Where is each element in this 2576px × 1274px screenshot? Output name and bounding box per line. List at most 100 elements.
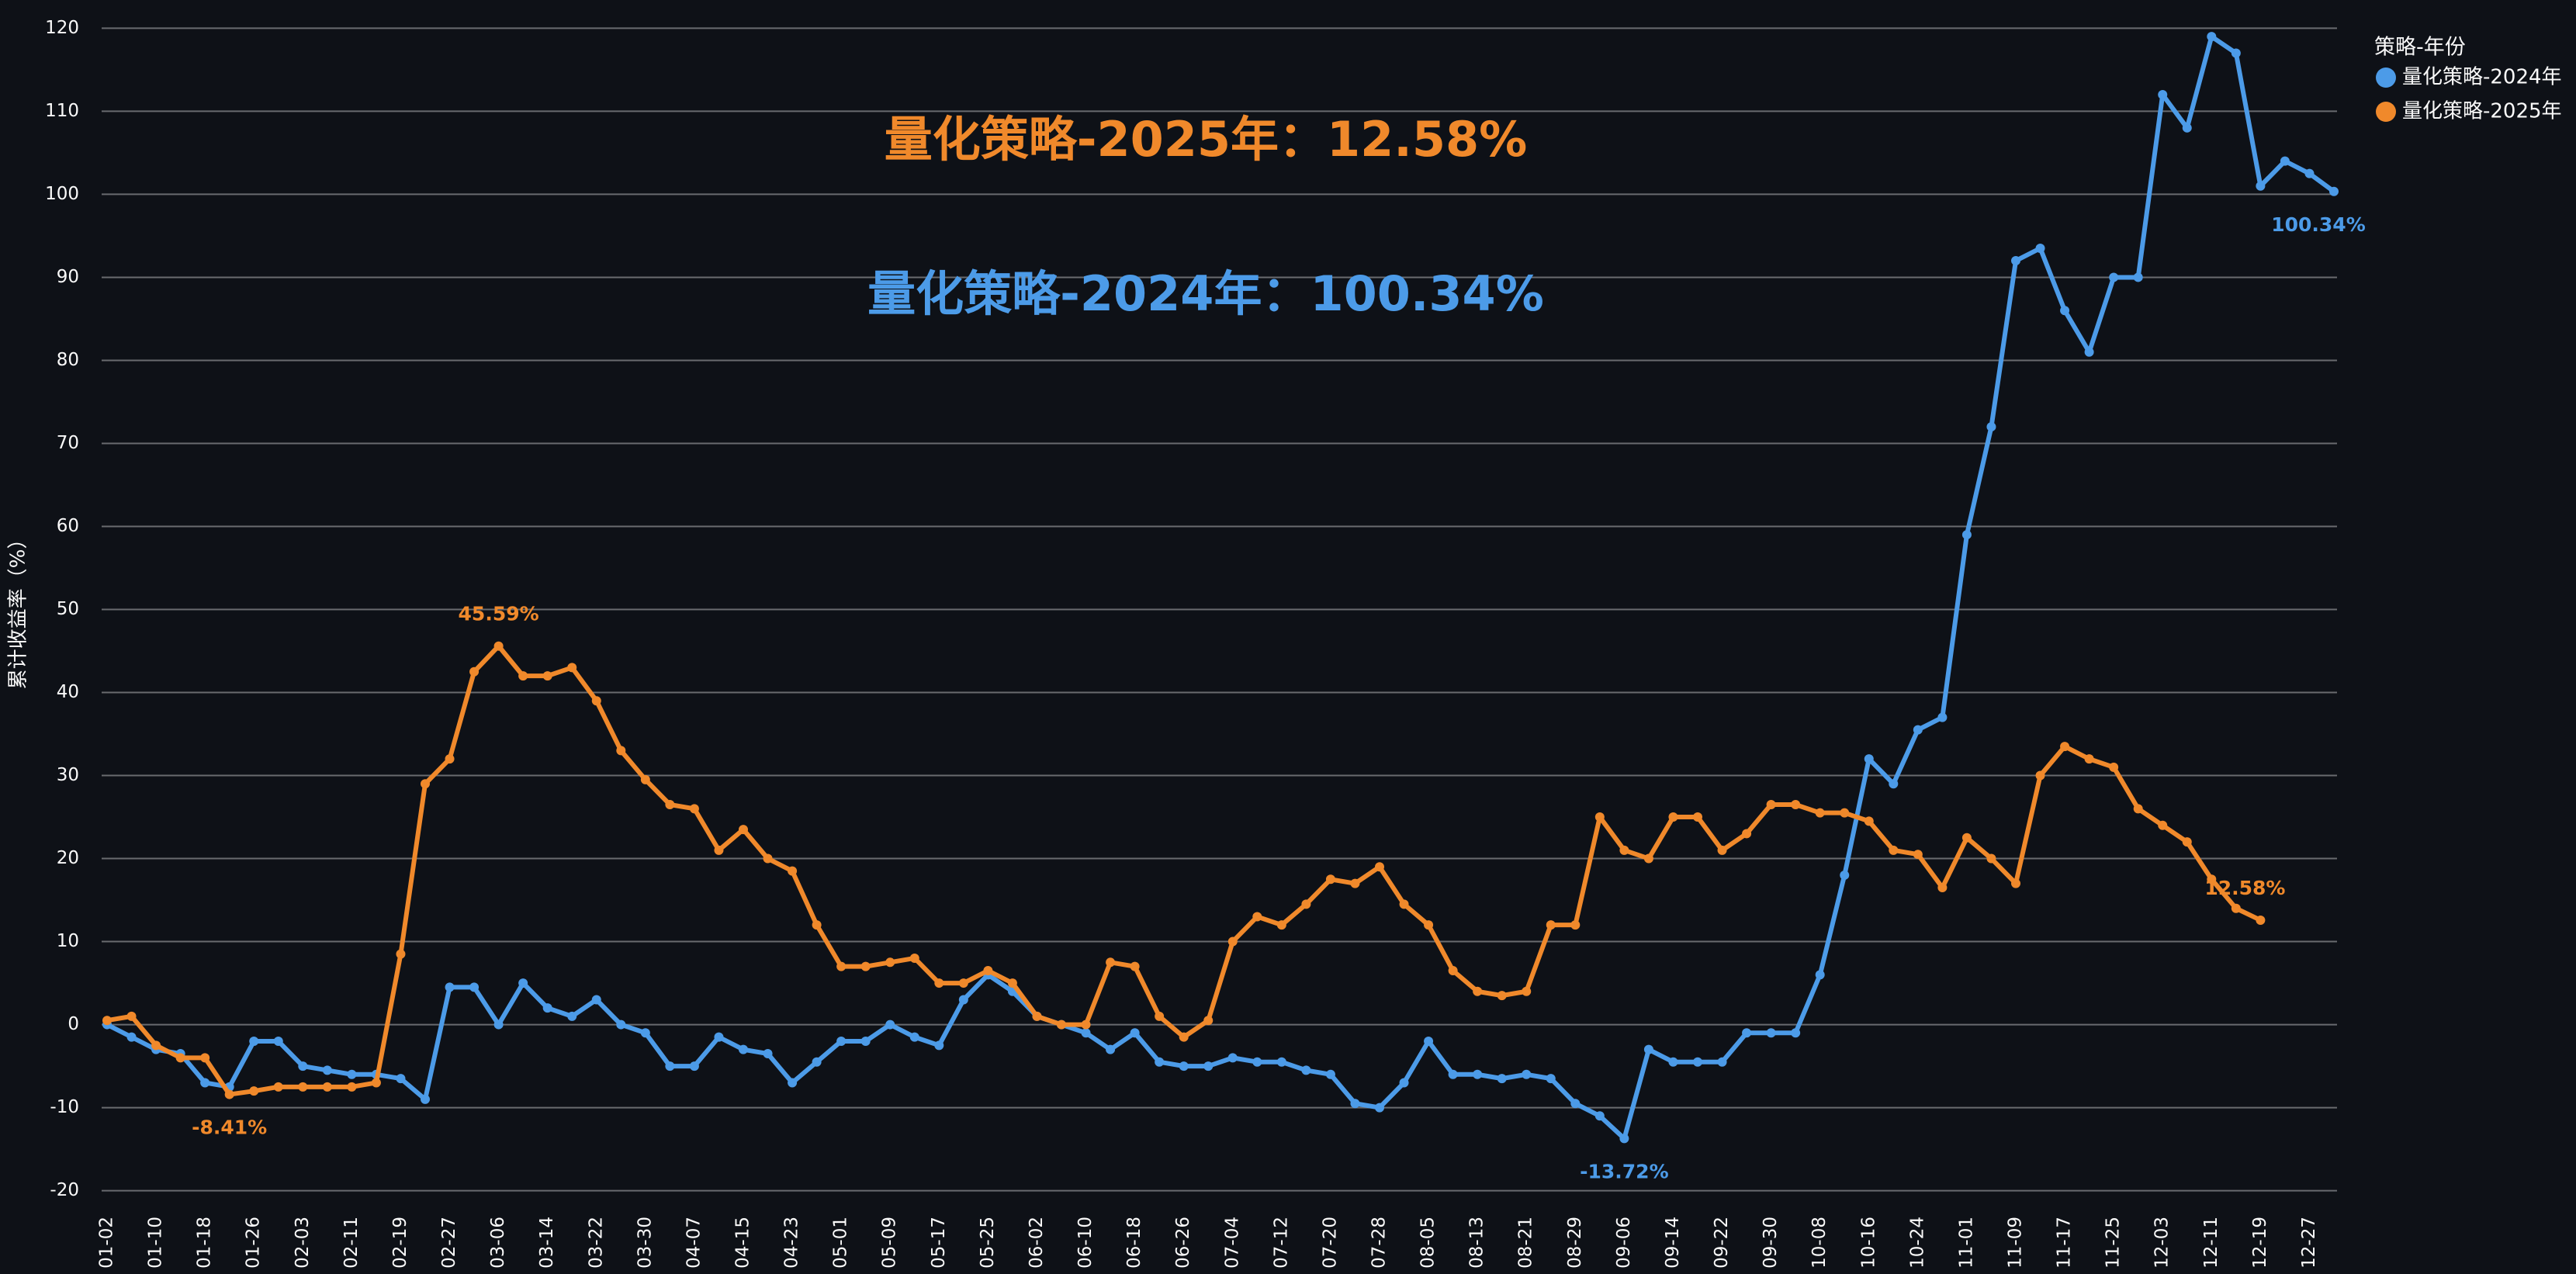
- data-point: [1473, 986, 1483, 996]
- x-tick-label: 01-10: [146, 1217, 166, 1269]
- data-point: [445, 754, 455, 764]
- data-point: [1643, 853, 1653, 864]
- data-point: [102, 1016, 112, 1026]
- data-point: [1424, 1036, 1434, 1046]
- data-point: [2060, 306, 2070, 316]
- data-point: [1399, 899, 1409, 909]
- data-point: [1155, 1057, 1165, 1067]
- data-point: [1350, 1099, 1360, 1109]
- data-point: [788, 866, 798, 876]
- data-point: [2060, 742, 2070, 752]
- x-tick-label: 05-01: [831, 1217, 851, 1269]
- data-point: [763, 853, 773, 864]
- data-point: [421, 779, 430, 789]
- data-point: [812, 1057, 822, 1067]
- data-point: [1106, 1044, 1116, 1054]
- data-point: [542, 671, 552, 681]
- data-point: [958, 995, 968, 1005]
- data-point: [298, 1082, 308, 1092]
- data-point: [347, 1069, 357, 1079]
- data-point: [2084, 347, 2094, 357]
- data-point: [2231, 903, 2241, 913]
- data-point: [885, 957, 895, 968]
- data-point: [2207, 874, 2217, 885]
- data-point: [1594, 1111, 1605, 1121]
- data-point: [1619, 845, 1629, 855]
- data-label: -8.41%: [192, 1116, 267, 1139]
- data-point: [347, 1082, 357, 1092]
- data-point: [1106, 957, 1116, 968]
- x-tick-label: 10-16: [1858, 1217, 1878, 1269]
- data-point: [1424, 920, 1434, 930]
- data-point: [1986, 853, 1996, 864]
- data-point: [909, 953, 919, 963]
- data-point: [1815, 808, 1825, 818]
- data-point: [2084, 754, 2094, 764]
- data-point: [1840, 870, 1850, 880]
- data-point: [2207, 32, 2217, 42]
- data-point: [640, 1028, 650, 1038]
- data-point: [1986, 422, 1996, 432]
- data-point: [371, 1078, 381, 1088]
- data-point: [788, 1078, 798, 1088]
- data-point: [1668, 812, 1678, 822]
- data-point: [689, 804, 699, 814]
- data-point: [1889, 845, 1899, 855]
- legend-label[interactable]: 量化策略-2024年: [2402, 66, 2562, 89]
- y-tick-label: 110: [45, 101, 79, 121]
- annotation: 量化策略-2025年：12.58%: [885, 111, 1528, 168]
- data-point: [1619, 1134, 1629, 1144]
- data-point: [1179, 1061, 1189, 1071]
- x-tick-label: 11-09: [2006, 1217, 2026, 1269]
- data-point: [616, 746, 626, 756]
- y-axis-title: 累计收益率（%）: [7, 529, 30, 690]
- data-point: [1522, 986, 1532, 996]
- data-point: [1913, 725, 1923, 735]
- data-point: [2304, 168, 2315, 178]
- data-point: [1448, 966, 1458, 976]
- x-tick-label: 06-26: [1173, 1217, 1193, 1269]
- data-point: [2256, 915, 2266, 925]
- data-point: [2011, 878, 2020, 888]
- data-point: [1227, 1053, 1238, 1063]
- data-point: [616, 1020, 626, 1030]
- x-tick-label: 06-18: [1124, 1217, 1144, 1269]
- x-tick-label: 07-28: [1369, 1217, 1390, 1269]
- data-point: [1546, 1074, 1556, 1084]
- x-tick-label: 05-17: [929, 1217, 949, 1269]
- data-point: [860, 1036, 871, 1046]
- x-tick-label: 05-25: [978, 1217, 998, 1269]
- x-tick-label: 04-07: [684, 1217, 704, 1269]
- data-point: [1350, 878, 1360, 888]
- data-point: [1252, 1057, 1262, 1067]
- x-tick-label: 11-17: [2055, 1217, 2075, 1269]
- y-tick-label: -10: [50, 1097, 79, 1117]
- x-tick-label: 04-23: [782, 1217, 802, 1269]
- x-tick-label: 06-02: [1027, 1217, 1047, 1269]
- data-point: [249, 1036, 259, 1046]
- legend-marker[interactable]: [2376, 68, 2396, 88]
- x-tick-label: 04-15: [733, 1217, 753, 1269]
- y-tick-label: 10: [57, 931, 79, 951]
- data-point: [175, 1053, 185, 1063]
- x-tick-label: 01-02: [97, 1217, 117, 1269]
- data-point: [396, 949, 406, 959]
- data-point: [1448, 1069, 1458, 1079]
- data-point: [1742, 829, 1752, 839]
- data-point: [1961, 530, 1972, 540]
- legend-label[interactable]: 量化策略-2025年: [2402, 100, 2562, 123]
- data-point: [2133, 804, 2143, 814]
- data-point: [1497, 1074, 1507, 1084]
- y-tick-label: -20: [50, 1180, 79, 1200]
- data-point: [714, 1032, 724, 1042]
- data-point: [640, 774, 650, 784]
- y-tick-label: 100: [45, 184, 79, 204]
- data-point: [1961, 833, 1972, 843]
- data-point: [1522, 1069, 1532, 1079]
- legend-marker[interactable]: [2376, 102, 2396, 122]
- data-point: [2158, 820, 2168, 830]
- data-point: [1155, 1011, 1165, 1021]
- data-point: [909, 1032, 919, 1042]
- data-point: [2011, 256, 2020, 266]
